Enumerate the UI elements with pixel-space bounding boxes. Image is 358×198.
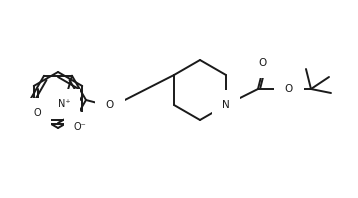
- Text: N⁺: N⁺: [58, 99, 70, 109]
- Text: O: O: [106, 100, 114, 110]
- Text: O: O: [33, 108, 41, 118]
- Text: O: O: [259, 58, 267, 68]
- Text: O⁻: O⁻: [74, 122, 86, 132]
- Text: N: N: [222, 100, 230, 110]
- Text: O: O: [285, 84, 293, 94]
